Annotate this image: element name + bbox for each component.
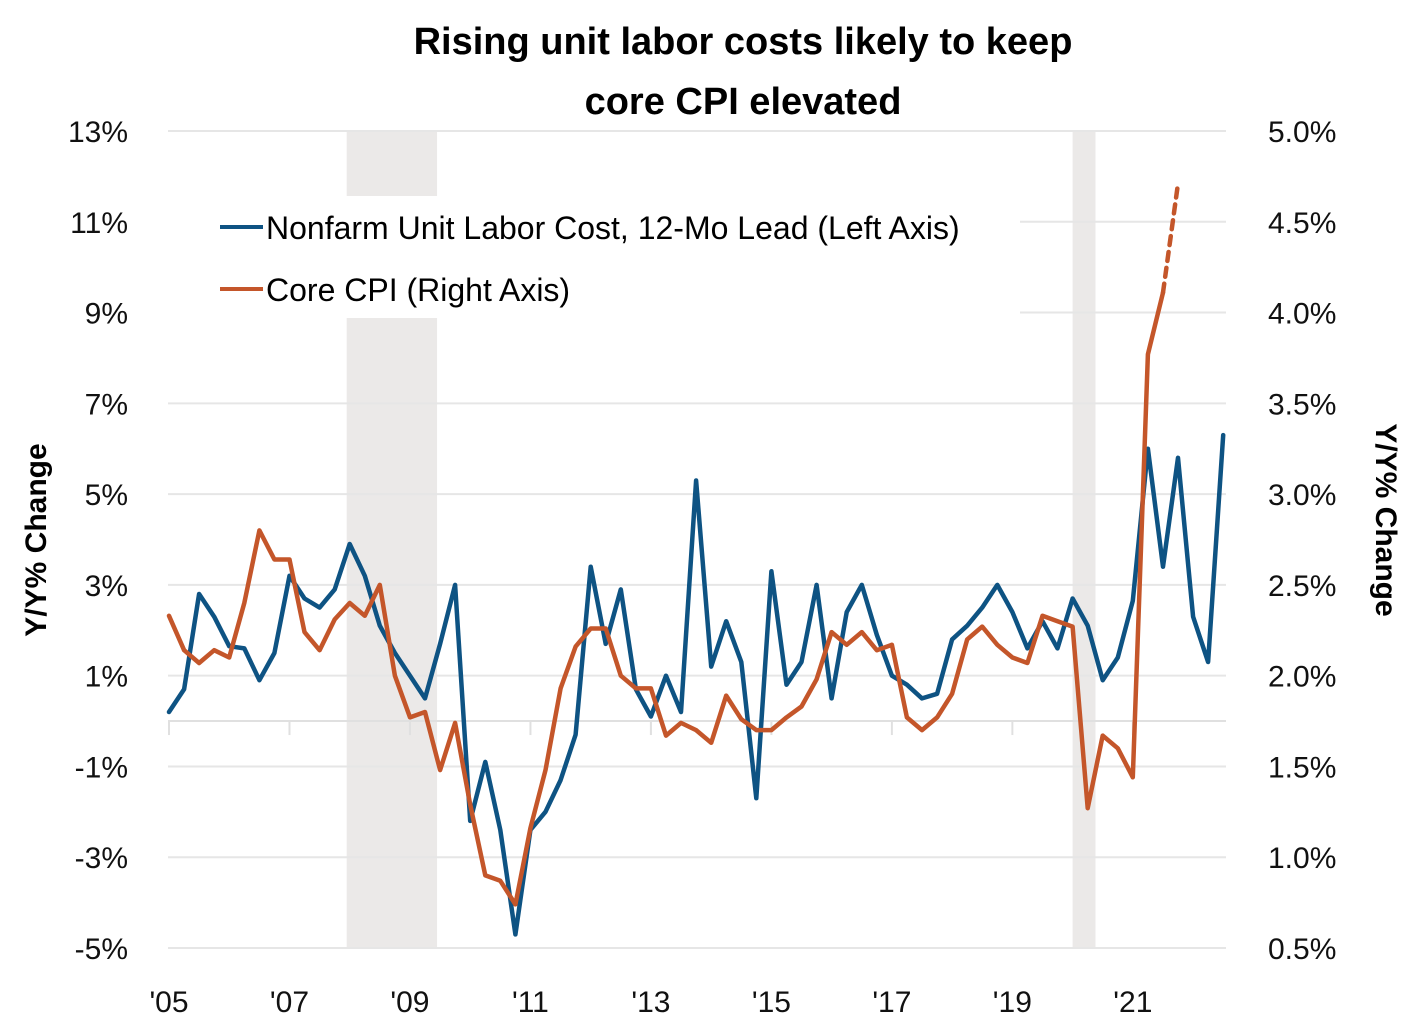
y-left-tick-label: 9% [85,298,128,331]
series-line-core-cpi [166,290,1166,907]
legend-label-ulc: Nonfarm Unit Labor Cost, 12-Mo Lead (Lef… [266,210,960,246]
x-tick-label: '05 [149,986,188,1019]
x-tick-label: '15 [752,986,791,1019]
y-left-tick-label: 5% [85,479,128,512]
y-axis-left-ticks: 13% 11% 9% 7% 5% 3% 1% -1% -3% -5% [68,116,128,966]
x-tick-label: '11 [512,986,549,1019]
y-right-tick-label: 4.0% [1268,298,1336,331]
y-left-tick-label: 7% [85,388,128,421]
x-tick-label: '09 [390,986,429,1019]
y-right-tick-label: 2.0% [1268,661,1336,694]
x-tick-label: '17 [872,986,911,1019]
chart-title-line-2: core CPI elevated [585,81,902,123]
legend-item-ulc: Nonfarm Unit Labor Cost, 12-Mo Lead (Lef… [220,210,960,246]
legend: Nonfarm Unit Labor Cost, 12-Mo Lead (Lef… [220,210,960,308]
y-right-tick-label: 4.5% [1268,207,1336,240]
x-axis [168,720,1226,736]
series [166,181,1226,937]
y-right-tick-label: 5.0% [1268,116,1336,149]
y-left-tick-label: -3% [75,842,128,875]
gridlines [168,130,1226,949]
x-axis-tick-labels: '05 '07 '09 '11 '13 '15 '17 '19 '21 [149,986,1152,1019]
y-left-tick-label: -5% [75,933,128,966]
y-right-tick-label: 3.0% [1268,479,1336,512]
x-tick-label: '07 [270,986,309,1019]
y-right-tick-label: 1.5% [1268,751,1336,784]
legend-background [160,196,1020,318]
x-tick-label: '19 [993,986,1032,1019]
y-right-tick-label: 3.5% [1268,388,1336,421]
recession-band [1072,131,1096,948]
y-left-tick-label: 13% [68,116,128,149]
y-right-tick-label: 1.0% [1268,842,1336,875]
y-axis-left-label: Y/Y% Change [20,443,53,636]
legend-item-core-cpi: Core CPI (Right Axis) [220,272,570,308]
series-projection-core-cpi [1160,181,1181,295]
y-right-tick-label: 0.5% [1268,933,1336,966]
x-tick-label: '13 [631,986,670,1019]
y-right-tick-label: 2.5% [1268,570,1336,603]
chart-title-line-1: Rising unit labor costs likely to keep [414,21,1073,63]
y-axis-right-ticks: 5.0% 4.5% 4.0% 3.5% 3.0% 2.5% 2.0% 1.5% 1.0% 0.5% [1268,116,1336,966]
y-left-tick-label: -1% [75,751,128,784]
legend-label-core-cpi: Core CPI (Right Axis) [266,272,570,308]
series-line-unit-labor-cost [166,432,1226,937]
y-left-tick-label: 3% [85,570,128,603]
y-left-tick-label: 1% [85,661,128,694]
y-left-tick-label: 11% [70,207,128,240]
y-axis-right-label: Y/Y% Change [1369,423,1402,616]
legend-box [160,196,1020,318]
x-tick-label: '21 [1113,986,1152,1019]
